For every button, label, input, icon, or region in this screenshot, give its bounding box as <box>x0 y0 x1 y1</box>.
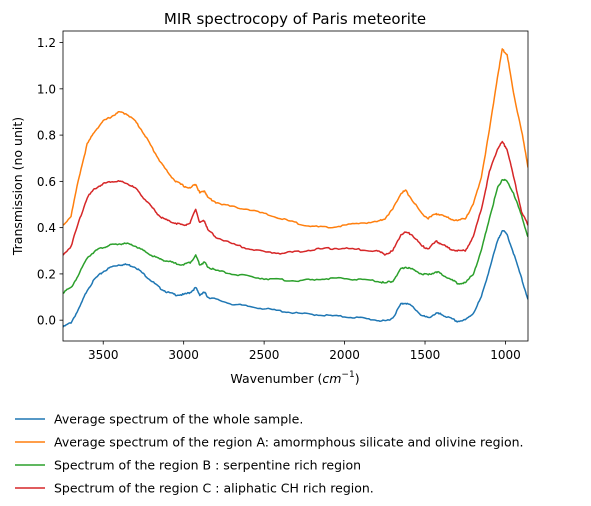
x-tick-label: 3500 <box>88 348 119 362</box>
legend-label-4: Spectrum of the region C : aliphatic CH … <box>54 481 374 496</box>
x-tick-label: 1000 <box>490 348 521 362</box>
x-axis-unit-close: ) <box>355 371 360 386</box>
legend-label-2: Average spectrum of the region A: amormp… <box>54 435 524 450</box>
y-tick-label: 1.2 <box>37 36 56 50</box>
axes-frame <box>62 30 529 342</box>
legend-label-3: Spectrum of the region B : serpentine ri… <box>54 458 361 473</box>
series-line-2 <box>63 48 528 229</box>
x-axis-title: Wavenumber (cm−1) <box>230 370 359 386</box>
x-axis-unit-exp: −1 <box>341 370 354 380</box>
x-tick-label: 2000 <box>329 348 360 362</box>
y-tick-label: 0.0 <box>37 314 56 328</box>
chart-title: MIR spectrocopy of Paris meteorite <box>164 10 426 28</box>
series-line-1 <box>63 229 528 328</box>
plot-area <box>63 48 528 328</box>
y-tick-label: 0.2 <box>37 267 56 281</box>
y-tick-label: 0.4 <box>37 221 56 235</box>
y-tick-label: 0.6 <box>37 175 56 189</box>
axes: 3500 3000 2500 2000 1500 1000 0.0 0.2 0.4 0.6 0.8 1… <box>37 30 529 362</box>
x-tick-label: 3000 <box>168 348 199 362</box>
x-tick-label: 2500 <box>249 348 280 362</box>
x-axis-label-text: Wavenumber <box>230 371 314 386</box>
x-axis-unit-open: ( <box>314 371 323 386</box>
y-tick-label: 0.8 <box>37 129 56 143</box>
legend: Average spectrum of the whole sample. Ave… <box>15 412 524 496</box>
series-line-4 <box>63 140 528 256</box>
x-tick-label: 1500 <box>410 348 441 362</box>
x-axis-unit-text: cm <box>322 371 341 386</box>
legend-label-1: Average spectrum of the whole sample. <box>54 412 303 427</box>
y-tick-label: 1.0 <box>37 82 56 96</box>
series-line-3 <box>63 178 528 294</box>
y-axis-title: Transmission (no unit) <box>10 117 25 256</box>
